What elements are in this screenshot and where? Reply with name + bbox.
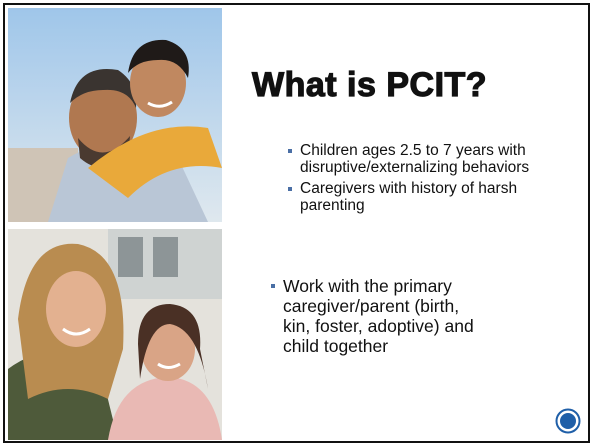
photo-father-son <box>8 8 222 222</box>
slide: What is PCIT? Children ages 2.5 to 7 yea… <box>0 0 592 445</box>
sub-bullet: Children ages 2.5 to 7 years with disrup… <box>300 142 572 176</box>
slide-title: What is PCIT? <box>252 66 487 105</box>
photo-mother-daughter <box>8 229 222 440</box>
bullet-list: Work with the primary caregiver/parent (… <box>283 276 488 356</box>
bullet: Work with the primary caregiver/parent (… <box>283 276 488 356</box>
sub-bullet: Caregivers with history of harsh parenti… <box>300 180 572 214</box>
sub-bullet-list: Children ages 2.5 to 7 years with disrup… <box>300 142 572 218</box>
logo-badge <box>555 408 581 434</box>
